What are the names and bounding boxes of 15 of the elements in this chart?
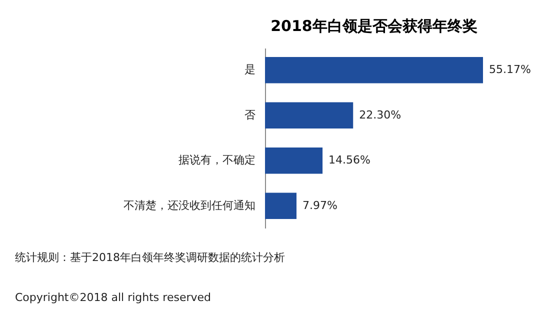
y-tick-label: 据说有，不确定 [178, 154, 256, 167]
y-tick-label: 是 [244, 63, 256, 76]
chart-title: 2018年白领是否会获得年终奖 [270, 17, 478, 35]
data-label: 55.17% [489, 63, 531, 76]
data-label: 22.30% [359, 108, 402, 122]
y-tick-label: 否 [244, 108, 256, 122]
text: Copyright©2018 all rights reserved [15, 291, 211, 304]
data-label: 14.56% [328, 154, 370, 167]
bar [265, 102, 354, 129]
bar [265, 57, 483, 84]
text: 统计规则：基于2018年白领年终奖调研数据的统计分析 [15, 251, 285, 264]
bar [265, 192, 296, 219]
data-label: 7.97% [302, 198, 338, 212]
y-tick-label: 不清楚，还没收到任何通知 [124, 198, 256, 212]
bar [265, 147, 323, 174]
